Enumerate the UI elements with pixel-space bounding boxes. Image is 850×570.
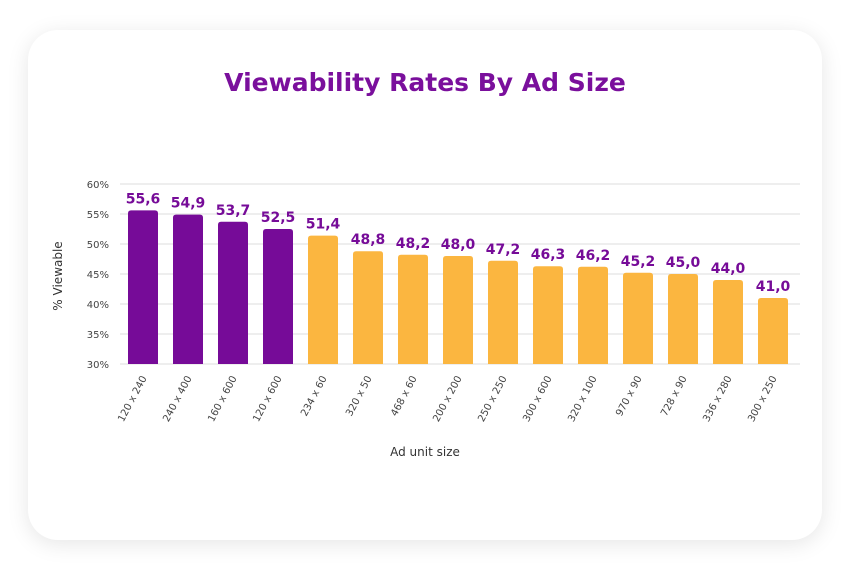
x-tick-label: 468 x 60 [389,374,419,418]
x-tick-label: 200 x 200 [431,374,464,424]
x-tick-label: 300 x 250 [746,374,779,424]
bar [578,266,608,364]
data-label: 41,0 [756,279,791,295]
data-label: 45,0 [666,255,701,271]
data-label: 54,9 [171,196,206,212]
x-tick-label: 120 x 600 [251,374,284,424]
data-label: 52,5 [261,210,296,226]
x-tick-label: 728 x 90 [659,374,689,418]
x-tick-label: 234 x 60 [299,374,329,418]
bar [218,221,248,364]
data-label: 53,7 [216,203,251,219]
x-tick-label: 250 x 250 [476,374,509,424]
data-label: 48,0 [441,237,476,253]
x-tick-label: 240 x 400 [161,374,194,424]
bar [308,235,338,364]
bar [443,256,473,364]
bar [353,251,383,364]
bar [128,210,158,364]
data-label: 46,3 [531,247,566,263]
bar [533,266,563,364]
y-tick-label: 60% [87,180,109,191]
x-tick-label: 160 x 600 [206,374,239,424]
bar [713,280,743,364]
y-tick-label: 40% [87,300,109,311]
x-tick-label: 120 x 240 [116,374,149,424]
bar [263,229,293,364]
chart-title: Viewability Rates By Ad Size [224,68,626,97]
y-tick-label: 50% [87,240,109,251]
bar [173,214,203,364]
x-tick-label: 320 x 100 [566,374,599,424]
x-tick-label: 336 x 280 [701,374,734,424]
data-label: 47,2 [486,242,521,258]
y-tick-label: 30% [87,360,109,371]
bar [623,272,653,364]
y-tick-label: 45% [87,270,109,281]
bar [488,260,518,364]
x-axis-title: Ad unit size [390,445,460,459]
data-label: 44,0 [711,261,746,277]
data-label: 48,8 [351,232,386,248]
y-axis-title: % Viewable [51,241,65,310]
data-label: 46,2 [576,248,611,264]
data-label: 51,4 [306,217,341,233]
data-label: 55,6 [126,191,161,207]
x-tick-label: 300 x 600 [521,374,554,424]
x-tick-label: 320 x 50 [344,374,374,418]
bar [668,274,698,364]
y-tick-label: 35% [87,330,109,341]
bar [758,298,788,364]
bar [398,254,428,364]
y-tick-label: 55% [87,210,109,221]
data-label: 45,2 [621,254,656,270]
data-label: 48,2 [396,236,431,252]
x-tick-label: 970 x 90 [614,374,644,418]
